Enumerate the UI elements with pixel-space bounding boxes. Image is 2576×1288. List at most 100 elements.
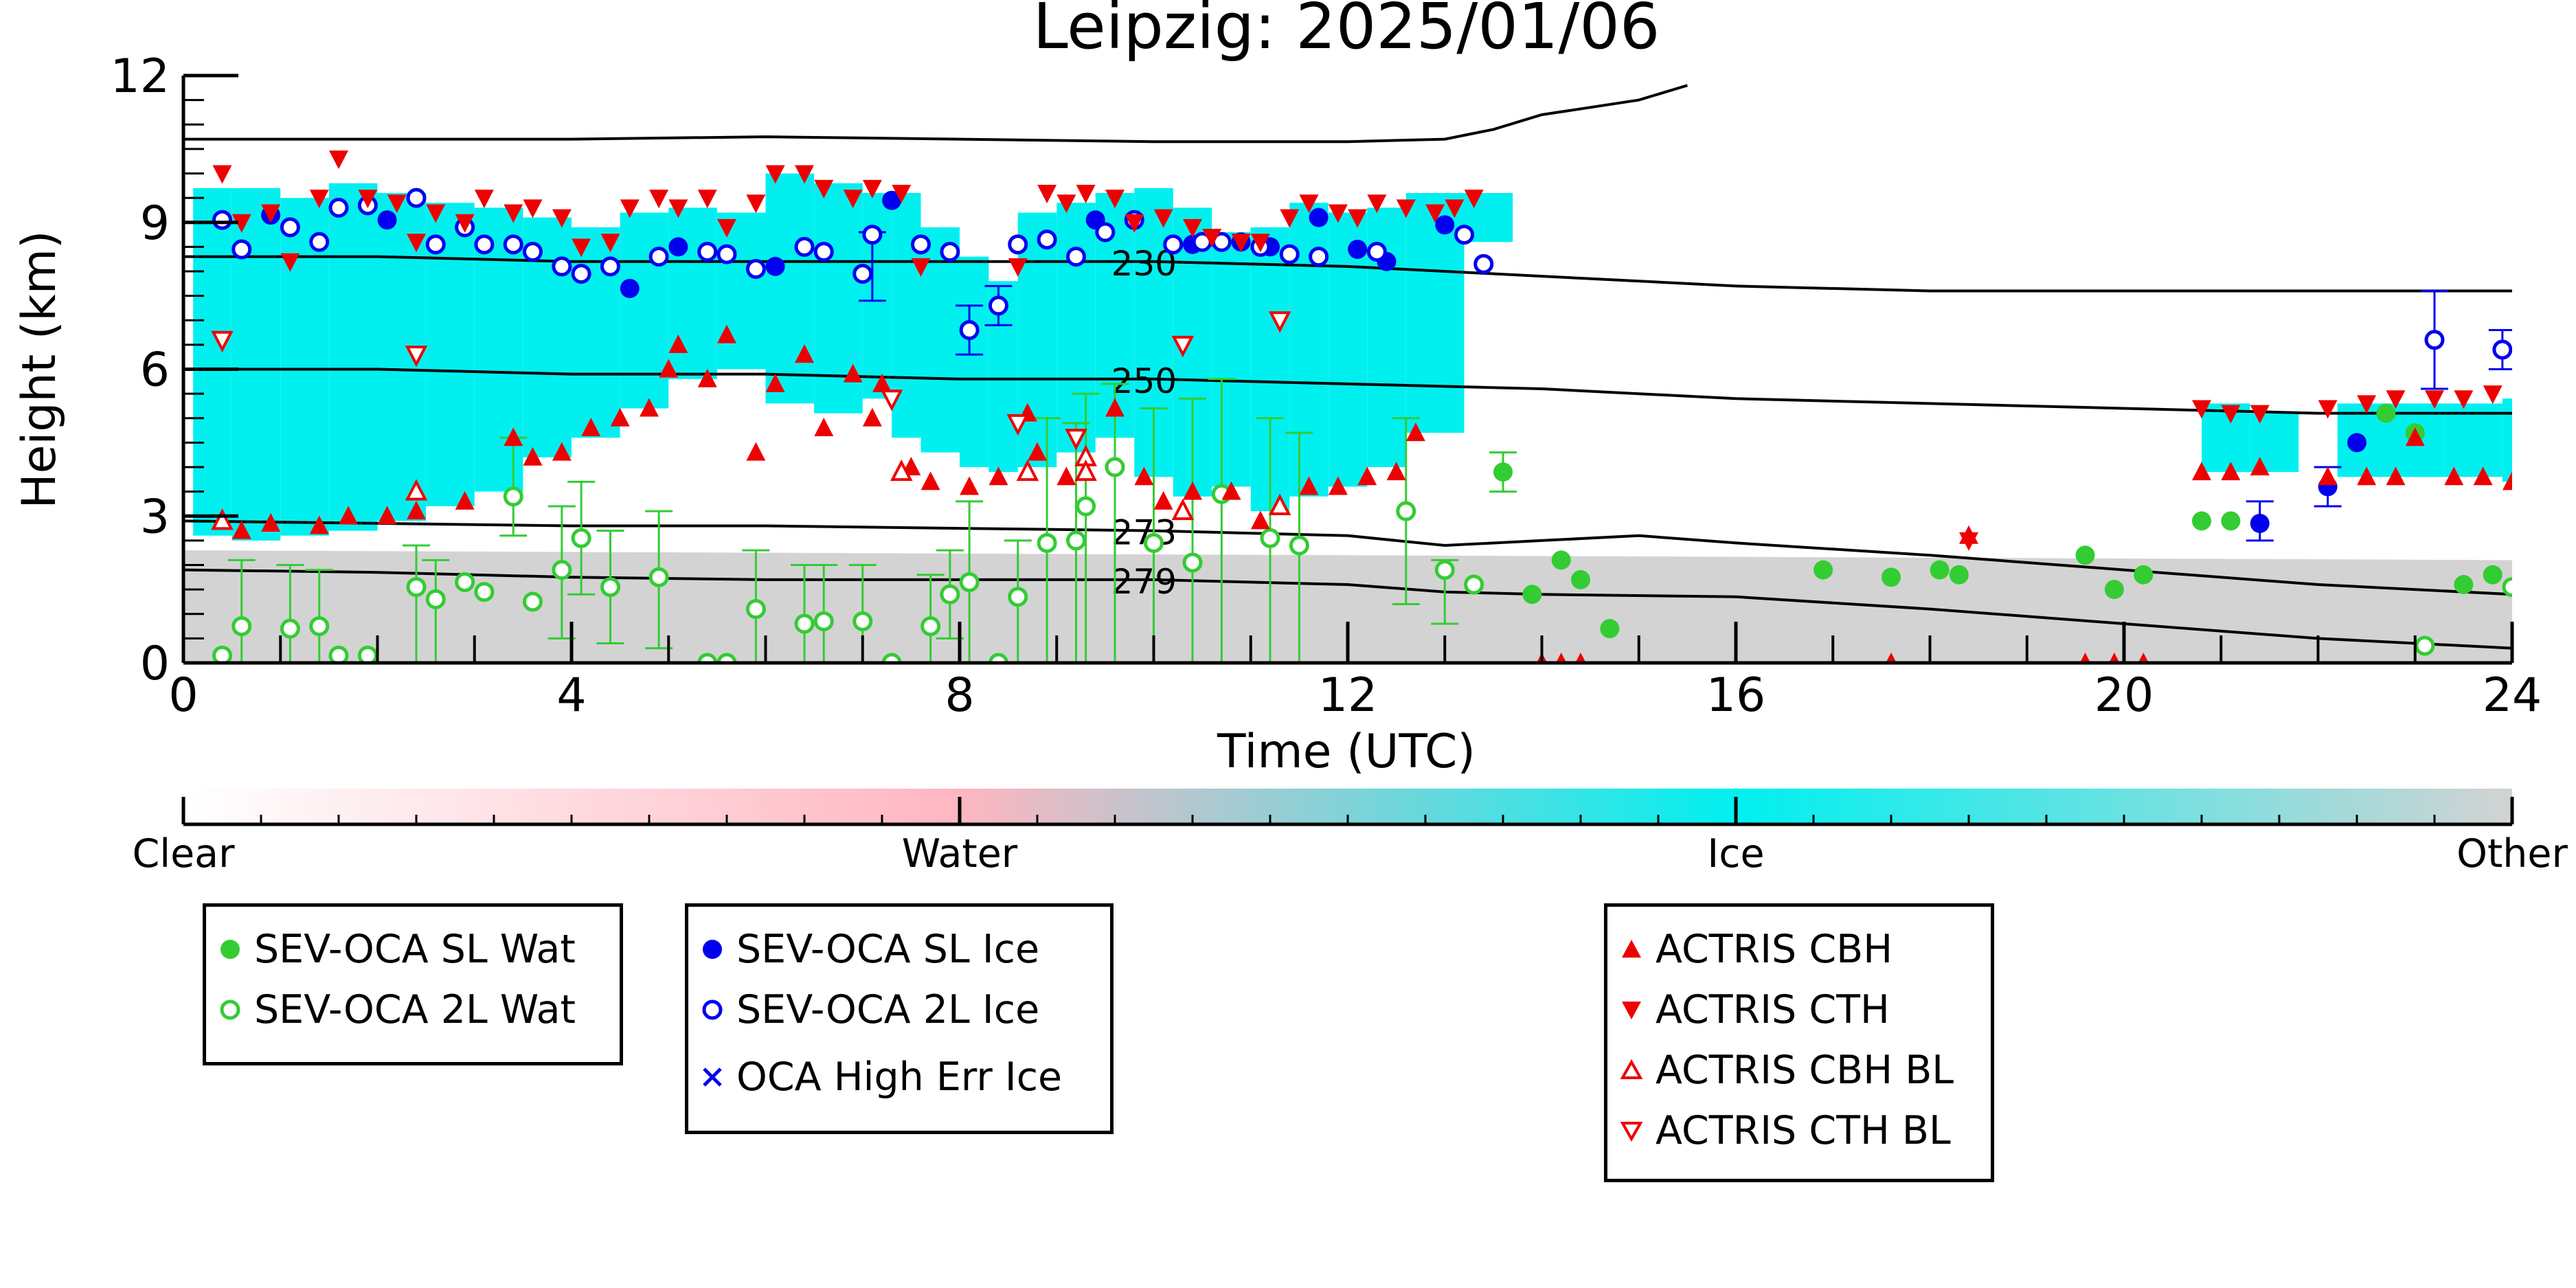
data-point bbox=[2221, 511, 2241, 531]
data-point bbox=[2502, 577, 2512, 598]
data-point bbox=[503, 234, 523, 255]
data-point bbox=[1435, 215, 1455, 235]
data-point bbox=[309, 231, 330, 252]
data-point bbox=[2250, 513, 2270, 533]
ice-cloud-layer bbox=[193, 173, 2512, 541]
data-point bbox=[406, 577, 427, 598]
data-point bbox=[523, 199, 543, 218]
data-point bbox=[843, 363, 863, 383]
data-point bbox=[504, 427, 523, 447]
data-point bbox=[504, 204, 523, 223]
ice-cloud-column bbox=[193, 188, 232, 536]
colorbar-ticks bbox=[181, 797, 2514, 824]
data-point bbox=[474, 234, 495, 255]
data-point bbox=[2104, 580, 2124, 600]
data-point bbox=[1396, 501, 1416, 521]
ice-cloud-column bbox=[765, 173, 815, 404]
data-point bbox=[795, 165, 814, 184]
data-point bbox=[600, 234, 620, 253]
filled-circle-icon bbox=[221, 940, 240, 959]
data-point bbox=[377, 210, 397, 230]
data-point bbox=[1221, 481, 1241, 500]
data-point bbox=[2492, 339, 2512, 360]
data-point bbox=[1037, 532, 1057, 553]
data-point bbox=[425, 589, 446, 609]
data-point bbox=[988, 653, 1008, 663]
data-point bbox=[1289, 535, 1309, 556]
data-point bbox=[309, 616, 330, 637]
data-point bbox=[1095, 222, 1116, 242]
data-point bbox=[280, 253, 300, 272]
data-point bbox=[1882, 567, 1901, 587]
data-point bbox=[765, 373, 785, 392]
data-point bbox=[668, 334, 688, 353]
data-point bbox=[1171, 335, 1195, 358]
data-point bbox=[1396, 199, 1416, 218]
colorbar: Clear Water Ice Other bbox=[132, 789, 2568, 877]
data-point bbox=[1008, 258, 1028, 277]
data-point bbox=[2454, 390, 2474, 409]
data-point bbox=[571, 528, 591, 548]
data-point bbox=[1434, 560, 1455, 580]
data-point bbox=[814, 418, 834, 436]
contour-label: 250 bbox=[1111, 361, 1177, 401]
data-point bbox=[1076, 185, 1096, 203]
data-point bbox=[813, 611, 834, 631]
legend-actris: ACTRIS CBH ACTRIS CTH ACTRIS CBH BL ACTR… bbox=[1604, 903, 1994, 1182]
data-point bbox=[1057, 466, 1076, 486]
data-point bbox=[1105, 398, 1125, 417]
data-point bbox=[1575, 653, 1586, 663]
data-point bbox=[1008, 234, 1028, 255]
data-point bbox=[1260, 528, 1280, 548]
data-point bbox=[717, 324, 736, 343]
data-point bbox=[794, 236, 815, 257]
data-point bbox=[328, 197, 349, 218]
data-point bbox=[620, 278, 640, 298]
temperature-contour bbox=[183, 519, 2512, 596]
ice-cloud-column bbox=[716, 212, 766, 370]
data-point bbox=[2425, 390, 2444, 409]
data-point bbox=[2221, 405, 2241, 424]
legend-label: SEV-OCA SL Wat bbox=[254, 927, 576, 972]
data-point bbox=[746, 442, 766, 461]
data-point bbox=[1328, 204, 1348, 223]
data-point bbox=[1074, 459, 1097, 482]
data-point bbox=[716, 244, 737, 264]
data-point bbox=[552, 560, 572, 580]
data-markers bbox=[211, 150, 2512, 663]
legend-label: ACTRIS CTH BL bbox=[1656, 1108, 1951, 1153]
data-point bbox=[407, 234, 426, 253]
ice-cloud-column bbox=[1405, 193, 1465, 433]
data-point bbox=[405, 346, 428, 368]
data-point bbox=[890, 459, 913, 482]
data-point bbox=[1231, 234, 1251, 253]
temperature-contour bbox=[183, 255, 2512, 293]
legend-label: ACTRIS CBH BL bbox=[1656, 1048, 1954, 1093]
data-point bbox=[1473, 253, 1494, 274]
data-point bbox=[2192, 462, 2211, 481]
axes: 0 3 6 9 12 0 4 8 12 16 20 24 bbox=[110, 49, 2542, 723]
ice-cloud-column bbox=[1057, 203, 1096, 453]
data-point bbox=[1930, 560, 1950, 580]
data-point bbox=[880, 389, 903, 411]
ice-cloud-column bbox=[862, 193, 892, 399]
data-point bbox=[1328, 476, 1348, 495]
data-point bbox=[426, 204, 446, 223]
data-point bbox=[697, 653, 718, 663]
data-point bbox=[552, 256, 572, 277]
data-point bbox=[1153, 490, 1173, 510]
x-tick-label: 8 bbox=[945, 668, 974, 723]
data-point bbox=[1028, 442, 1047, 461]
y-tick-label: 6 bbox=[140, 343, 170, 398]
data-point bbox=[581, 418, 601, 436]
data-point bbox=[1279, 244, 1300, 264]
data-point bbox=[280, 217, 300, 238]
data-point bbox=[1171, 498, 1195, 521]
data-point bbox=[261, 512, 281, 532]
data-point bbox=[1366, 242, 1387, 262]
data-point bbox=[1959, 532, 1978, 551]
data-point bbox=[920, 616, 941, 637]
data-point bbox=[339, 506, 359, 525]
data-point bbox=[1268, 311, 1291, 333]
data-point bbox=[407, 501, 426, 520]
